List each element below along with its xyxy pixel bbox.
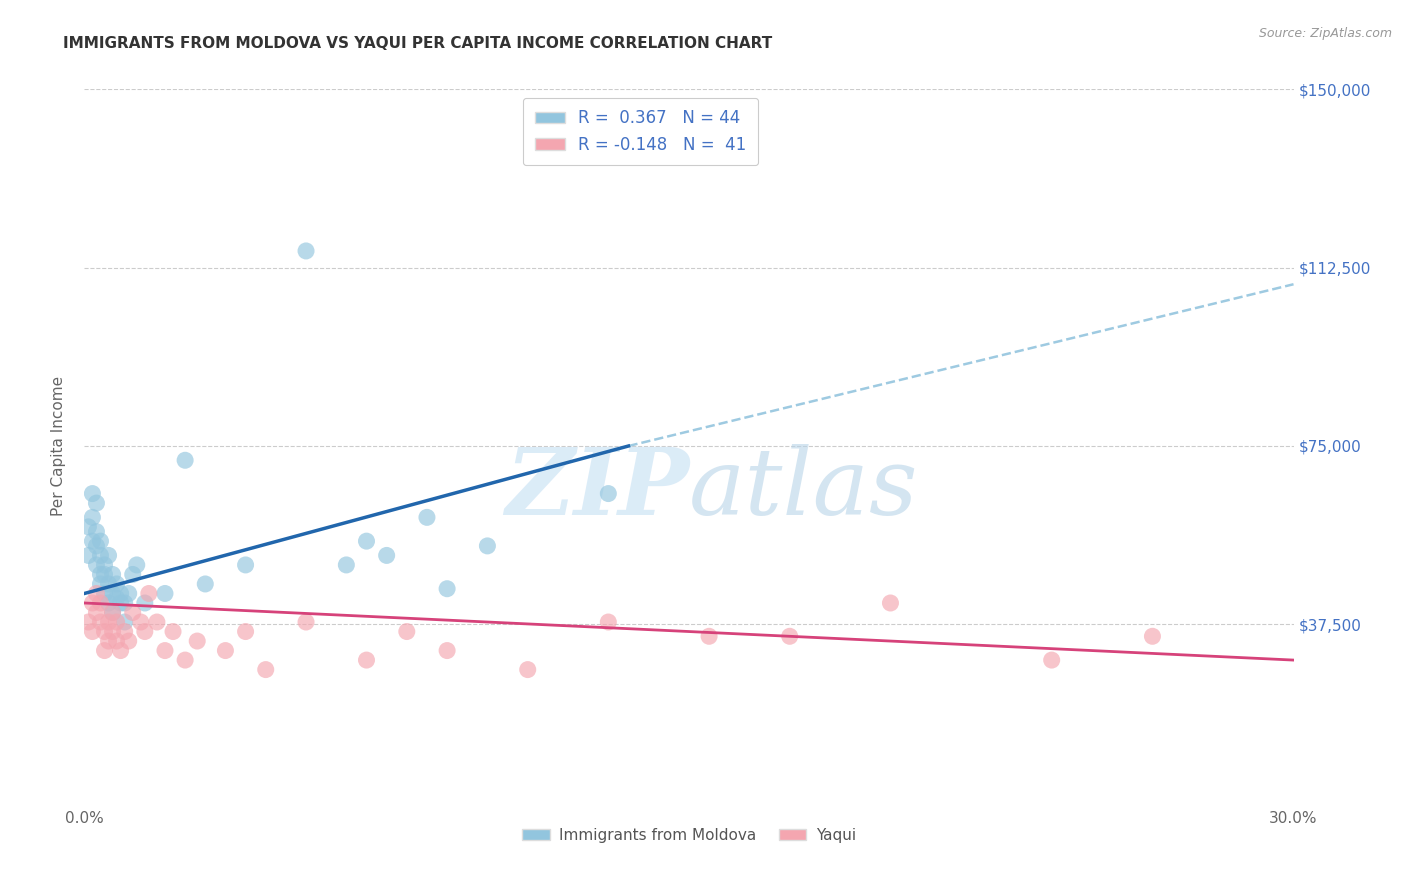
Legend: Immigrants from Moldova, Yaqui: Immigrants from Moldova, Yaqui bbox=[516, 822, 862, 848]
Point bbox=[436, 582, 458, 596]
Point bbox=[1142, 629, 1164, 643]
Point bbox=[82, 534, 104, 549]
Point bbox=[110, 586, 132, 600]
Point bbox=[97, 549, 120, 563]
Point bbox=[121, 567, 143, 582]
Point bbox=[89, 549, 111, 563]
Point bbox=[121, 606, 143, 620]
Point bbox=[101, 624, 124, 639]
Point bbox=[129, 615, 152, 629]
Point bbox=[77, 520, 100, 534]
Point bbox=[779, 629, 801, 643]
Point bbox=[89, 534, 111, 549]
Text: Source: ZipAtlas.com: Source: ZipAtlas.com bbox=[1258, 27, 1392, 40]
Point bbox=[118, 634, 141, 648]
Text: IMMIGRANTS FROM MOLDOVA VS YAQUI PER CAPITA INCOME CORRELATION CHART: IMMIGRANTS FROM MOLDOVA VS YAQUI PER CAP… bbox=[63, 36, 772, 51]
Point bbox=[105, 615, 128, 629]
Point bbox=[295, 615, 318, 629]
Point bbox=[105, 577, 128, 591]
Point bbox=[356, 534, 378, 549]
Point bbox=[436, 643, 458, 657]
Point bbox=[114, 596, 136, 610]
Point bbox=[235, 558, 257, 572]
Point bbox=[86, 496, 108, 510]
Point bbox=[82, 596, 104, 610]
Point bbox=[105, 634, 128, 648]
Point bbox=[416, 510, 439, 524]
Point bbox=[134, 596, 156, 610]
Point bbox=[86, 558, 108, 572]
Point bbox=[86, 586, 108, 600]
Point bbox=[97, 634, 120, 648]
Point bbox=[153, 643, 176, 657]
Point bbox=[93, 643, 115, 657]
Point bbox=[356, 653, 378, 667]
Point bbox=[335, 558, 357, 572]
Point bbox=[194, 577, 217, 591]
Point bbox=[118, 586, 141, 600]
Point bbox=[93, 558, 115, 572]
Point bbox=[174, 453, 197, 467]
Point bbox=[138, 586, 160, 600]
Point bbox=[879, 596, 901, 610]
Point bbox=[110, 596, 132, 610]
Point bbox=[82, 624, 104, 639]
Point bbox=[89, 567, 111, 582]
Point bbox=[93, 586, 115, 600]
Point bbox=[101, 586, 124, 600]
Point bbox=[162, 624, 184, 639]
Point bbox=[82, 486, 104, 500]
Point bbox=[214, 643, 236, 657]
Point bbox=[153, 586, 176, 600]
Point bbox=[375, 549, 398, 563]
Point bbox=[254, 663, 277, 677]
Point bbox=[86, 524, 108, 539]
Point bbox=[1040, 653, 1063, 667]
Point bbox=[125, 558, 148, 572]
Point bbox=[101, 567, 124, 582]
Point bbox=[86, 539, 108, 553]
Point bbox=[598, 486, 620, 500]
Point bbox=[89, 596, 111, 610]
Point bbox=[110, 643, 132, 657]
Text: atlas: atlas bbox=[689, 444, 918, 533]
Point bbox=[114, 615, 136, 629]
Point bbox=[516, 663, 538, 677]
Text: ZIP: ZIP bbox=[505, 444, 689, 533]
Point bbox=[89, 615, 111, 629]
Point bbox=[295, 244, 318, 258]
Point bbox=[97, 577, 120, 591]
Point bbox=[697, 629, 720, 643]
Point bbox=[101, 606, 124, 620]
Point bbox=[93, 624, 115, 639]
Point bbox=[174, 653, 197, 667]
Point bbox=[114, 624, 136, 639]
Point bbox=[77, 549, 100, 563]
Point bbox=[77, 615, 100, 629]
Point bbox=[235, 624, 257, 639]
Point bbox=[477, 539, 499, 553]
Point bbox=[82, 510, 104, 524]
Point bbox=[93, 567, 115, 582]
Point bbox=[86, 606, 108, 620]
Point bbox=[395, 624, 418, 639]
Point bbox=[134, 624, 156, 639]
Point bbox=[146, 615, 169, 629]
Point bbox=[89, 577, 111, 591]
Point bbox=[105, 591, 128, 606]
Point bbox=[97, 615, 120, 629]
Point bbox=[598, 615, 620, 629]
Point bbox=[97, 596, 120, 610]
Y-axis label: Per Capita Income: Per Capita Income bbox=[51, 376, 66, 516]
Point bbox=[186, 634, 208, 648]
Point bbox=[101, 606, 124, 620]
